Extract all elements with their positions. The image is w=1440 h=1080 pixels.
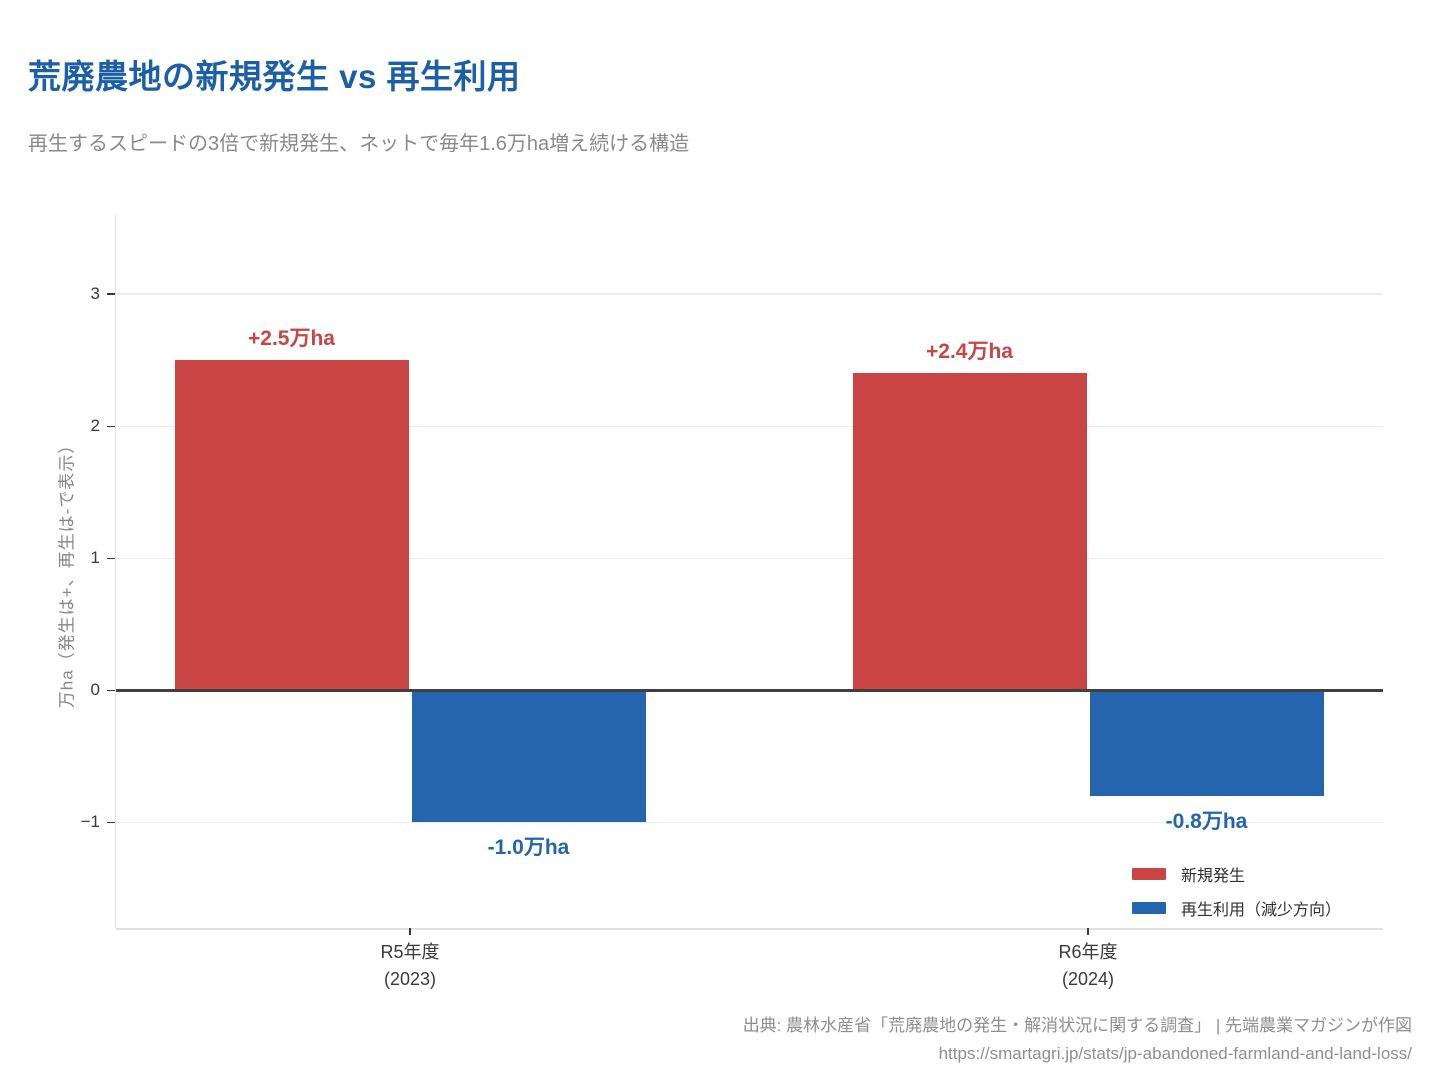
- gridline: [116, 425, 1383, 427]
- y-tick-mark: [107, 821, 115, 824]
- y-tick-label: 1: [90, 548, 100, 568]
- x-tick-label: R6年度: [1058, 942, 1118, 962]
- bar-value-label: -0.8万ha: [1165, 809, 1248, 833]
- gridline: [116, 821, 1383, 824]
- y-tick-mark: [107, 293, 115, 295]
- legend-swatch-red: [1132, 868, 1166, 880]
- y-tick-mark: [107, 425, 115, 427]
- bar-new-occurrence: [174, 360, 409, 691]
- legend-item-reuse: 再生利用（減少方向）: [1132, 896, 1341, 920]
- legend-label-reuse: 再生利用（減少方向）: [1181, 902, 1342, 919]
- y-tick-label: −1: [80, 812, 100, 832]
- zero-line: [116, 688, 1383, 692]
- x-tick-label: R5年度: [380, 942, 440, 962]
- bar-value-label: -1.0万ha: [487, 836, 570, 860]
- legend: 新規発生 再生利用（減少方向）: [1132, 862, 1341, 920]
- bar-value-label: +2.5万ha: [248, 327, 335, 351]
- chart-title: 荒廃農地の新規発生 vs 再生利用: [28, 58, 521, 95]
- x-tick-sublabel: (2024): [1061, 969, 1115, 989]
- y-tick-label: 0: [90, 680, 100, 700]
- bar-value-label: +2.4万ha: [926, 340, 1013, 364]
- bar-reuse: [1089, 690, 1324, 796]
- y-tick-mark: [107, 557, 115, 560]
- gridline: [116, 293, 1383, 295]
- y-axis-label: 万ha（発生は+、再生は-で表示）: [57, 435, 77, 709]
- x-tick-mark: [1087, 928, 1089, 935]
- x-tick-sublabel: (2023): [383, 969, 437, 989]
- legend-swatch-blue: [1132, 902, 1166, 914]
- x-tick-mark: [409, 928, 411, 935]
- y-tick-mark: [107, 689, 115, 692]
- x-axis-spine: [116, 928, 1383, 930]
- source-line: 出典: 農林水産省「荒廃農地の発生・解消状況に関する調査」 | 先端農業マガジン…: [742, 1016, 1412, 1035]
- source-attribution: 出典: 農林水産省「荒廃農地の発生・解消状況に関する調査」 | 先端農業マガジン…: [743, 1012, 1412, 1068]
- bar-new-occurrence: [852, 373, 1087, 691]
- y-tick-label: 3: [90, 284, 100, 304]
- gridline: [116, 557, 1383, 560]
- source-url: https://smartagri.jp/stats/jp-abandoned-…: [938, 1044, 1412, 1063]
- legend-item-new-occurrence: 新規発生: [1132, 862, 1341, 886]
- legend-label-new-occurrence: 新規発生: [1181, 868, 1246, 885]
- chart-subtitle: 再生するスピードの3倍で新規発生、ネットで毎年1.6万ha増え続ける構造: [28, 133, 690, 155]
- bar-reuse: [411, 690, 646, 823]
- y-axis-spine: [114, 215, 116, 928]
- y-tick-label: 2: [90, 416, 100, 436]
